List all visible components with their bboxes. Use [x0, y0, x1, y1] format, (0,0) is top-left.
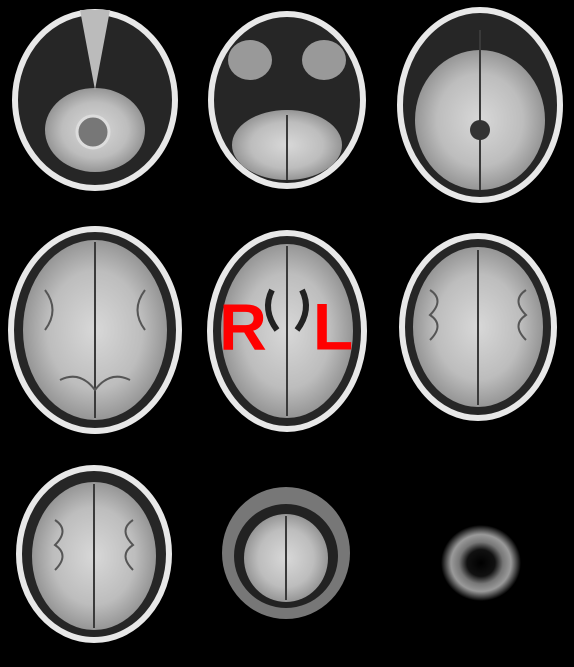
nasal	[80, 10, 110, 90]
slice-1	[12, 9, 178, 191]
temporal	[228, 40, 272, 80]
ventricle	[470, 120, 490, 140]
slice-5	[207, 230, 367, 432]
slice-6	[399, 233, 557, 421]
ventricles	[265, 288, 309, 332]
skull	[16, 465, 172, 643]
skull	[399, 233, 557, 421]
orientation-label: R	[219, 289, 267, 363]
slice-2	[208, 11, 366, 189]
slice-4	[8, 226, 182, 434]
slice-3	[397, 7, 563, 203]
slice-9	[441, 525, 521, 601]
sulci	[428, 289, 528, 341]
orientation-label: L	[313, 289, 353, 363]
temporal	[302, 40, 346, 80]
cord	[75, 114, 111, 150]
slice-7	[16, 465, 172, 643]
slice-8	[222, 487, 350, 619]
sulci	[44, 289, 146, 392]
skull	[8, 226, 182, 434]
sulci	[53, 519, 135, 571]
vertex	[441, 525, 521, 601]
skull	[397, 7, 563, 203]
skull	[207, 230, 367, 432]
skull	[208, 11, 366, 189]
